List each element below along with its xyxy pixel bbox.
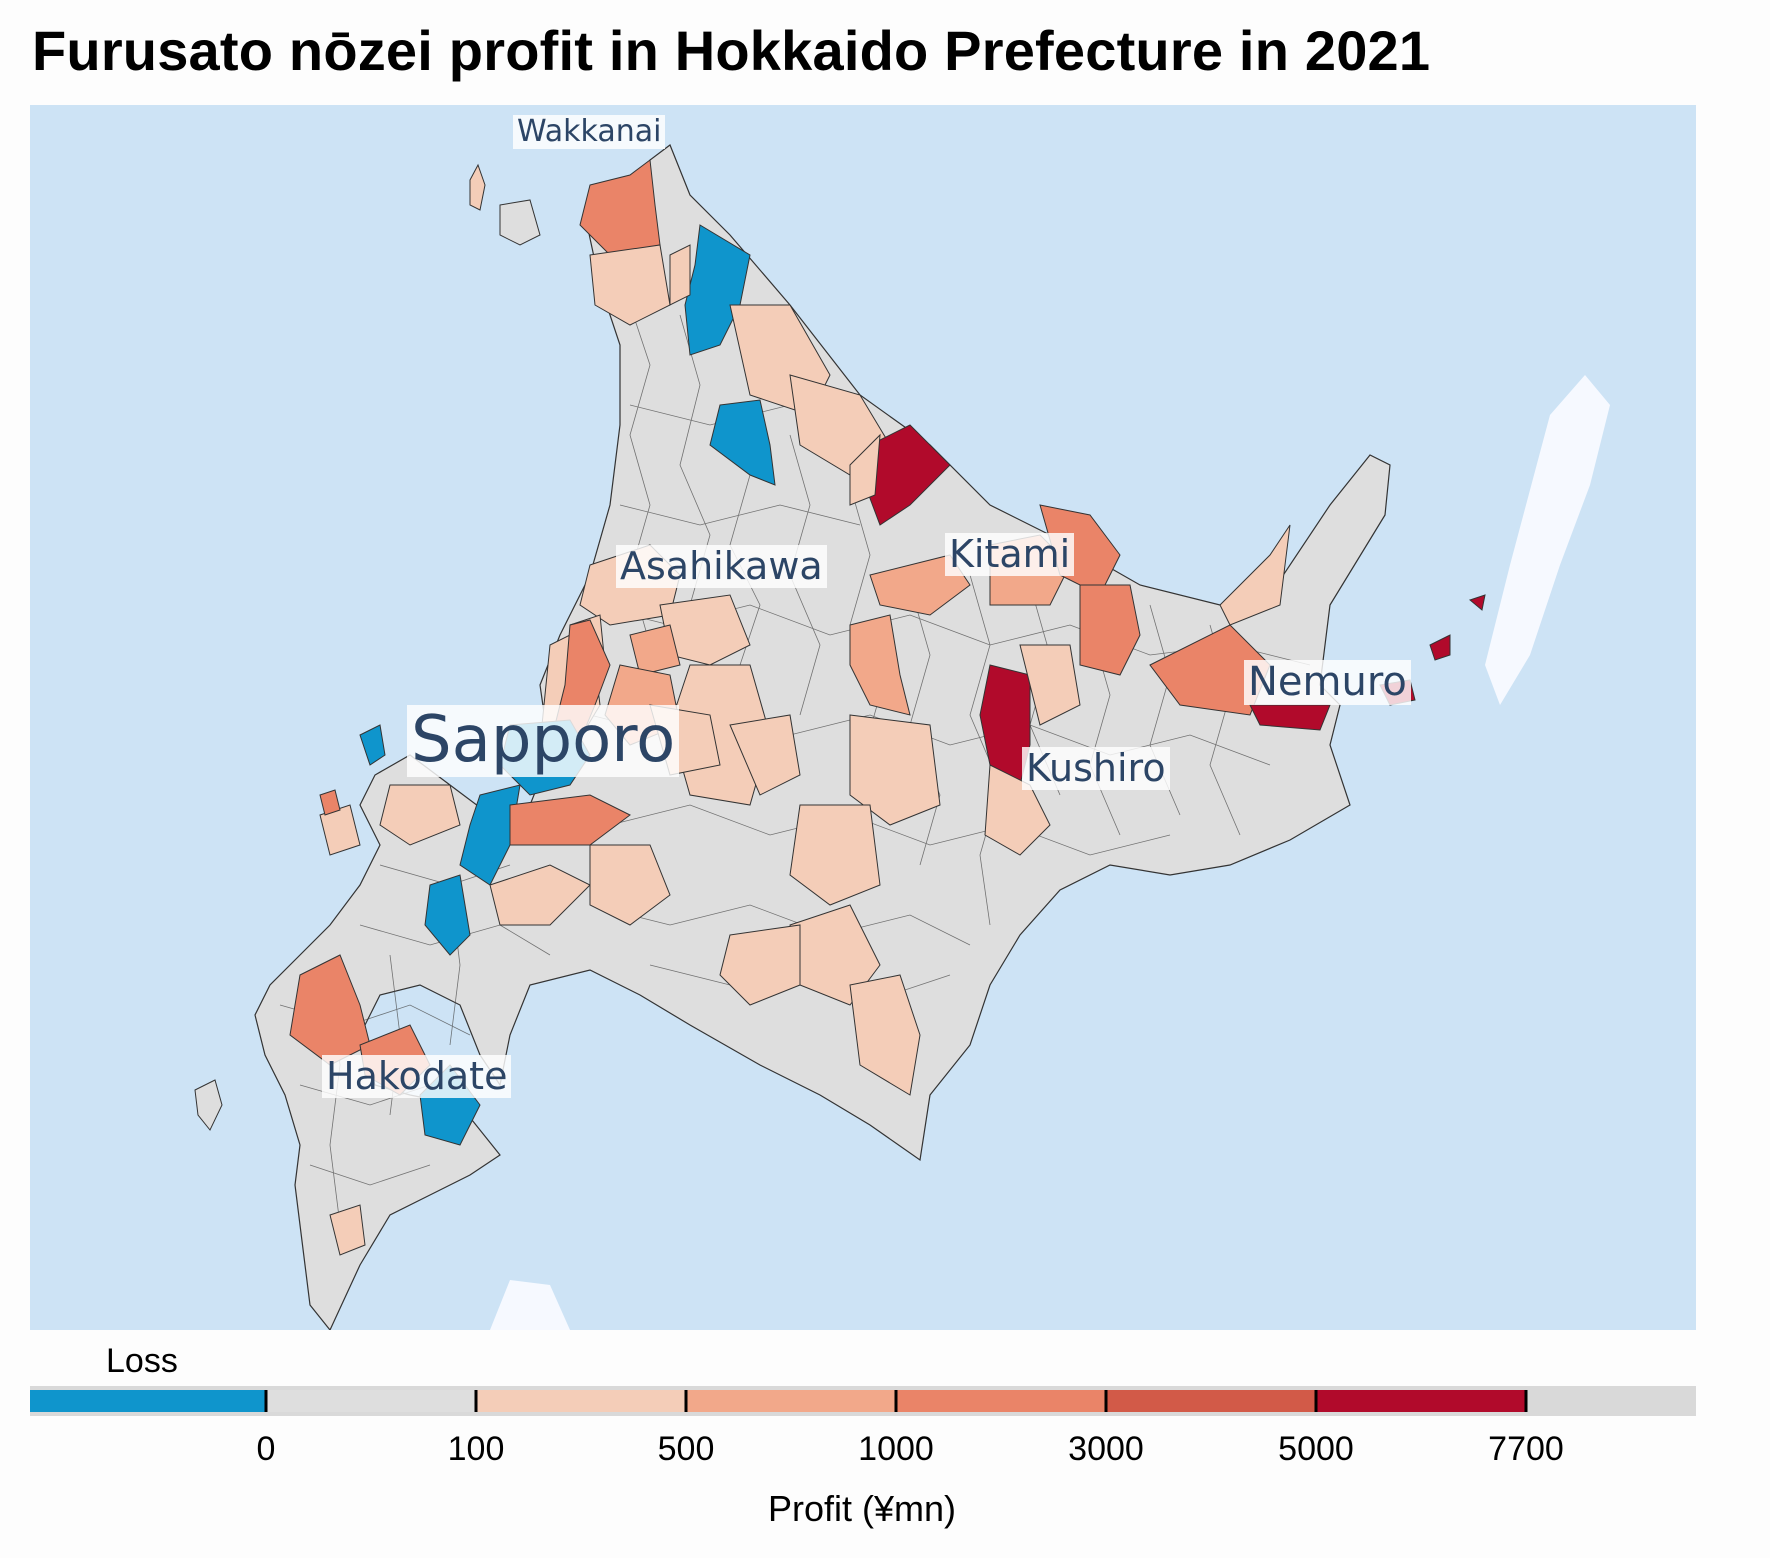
muni-nemuro xyxy=(1249,704,1331,731)
legend-bin-1000-3000 xyxy=(896,1390,1106,1412)
muni-shari xyxy=(1219,524,1291,626)
muni-east-1 xyxy=(1079,584,1141,676)
legend-bin-500-1000 xyxy=(686,1390,896,1412)
muni-asahikawa-3 xyxy=(629,624,681,676)
legend-tick-100: 100 xyxy=(447,1430,505,1468)
legend-bin-5000-7700 xyxy=(1316,1390,1526,1412)
legend-tick-500: 500 xyxy=(657,1430,715,1468)
legend-bin-loss xyxy=(30,1390,266,1412)
rishiri-island xyxy=(499,199,541,246)
map-area: Wakkanai Asahikawa Kitami Sapporo Nemuro… xyxy=(30,105,1696,1330)
muni-teshikaga xyxy=(1019,644,1081,726)
hokkaido-map xyxy=(194,144,1610,1330)
legend-ticks xyxy=(264,1390,1528,1412)
legend-axis-label: Profit (¥mn) xyxy=(767,1488,957,1529)
legend-tick-1000: 1000 xyxy=(858,1430,934,1468)
muni-hidaka xyxy=(589,844,671,926)
city-label-nemuro: Nemuro xyxy=(1244,660,1411,705)
muni-loss-north xyxy=(684,224,751,356)
city-label-wakkanai: Wakkanai xyxy=(513,115,666,149)
legend-tick-7700: 7700 xyxy=(1488,1430,1564,1468)
legend-loss-label: Loss xyxy=(106,1342,178,1380)
legend-bin-0-100 xyxy=(266,1390,476,1412)
city-label-asahikawa: Asahikawa xyxy=(616,545,827,588)
muni-small-red xyxy=(319,789,341,816)
muni-otaru-loss xyxy=(359,724,386,766)
map-title: Furusato nōzei profit in Hokkaido Prefec… xyxy=(32,19,1431,82)
city-label-kushiro: Kushiro xyxy=(1022,747,1170,790)
legend-tick-3000: 3000 xyxy=(1068,1430,1144,1468)
legend-tick-0: 0 xyxy=(256,1430,276,1468)
muni-matsumae xyxy=(329,1204,366,1256)
muni-tokachi-5 xyxy=(719,924,801,1006)
legend-tick-5000: 5000 xyxy=(1278,1430,1354,1468)
muni-wakkanai-area xyxy=(579,159,661,256)
muni-north-small xyxy=(669,244,691,306)
legend-colorbar-svg xyxy=(30,1390,1528,1412)
muni-tokachi-4 xyxy=(849,974,921,1096)
muni-yubari xyxy=(509,794,631,846)
legend-bin-3000-5000 xyxy=(1106,1390,1316,1412)
city-label-hakodate: Hakodate xyxy=(322,1055,512,1098)
muni-coast-3 xyxy=(849,433,881,506)
rebun-island xyxy=(469,163,486,211)
muni-kamikawa-2 xyxy=(729,714,801,796)
city-label-kitami: Kitami xyxy=(945,533,1075,576)
honshu-fragment xyxy=(490,1280,570,1330)
kunashiri-island xyxy=(1485,375,1610,705)
muni-tomakomai xyxy=(489,864,591,926)
city-label-sapporo: Sapporo xyxy=(407,704,680,777)
legend-bin-100-500 xyxy=(476,1390,686,1412)
muni-muroran-loss xyxy=(424,874,471,956)
muni-iburi xyxy=(379,784,461,846)
muni-tokachi-2 xyxy=(789,804,881,906)
okushiri-island xyxy=(194,1079,223,1131)
muni-loss-mid xyxy=(709,399,776,486)
muni-north-1 xyxy=(589,244,671,326)
muni-central-1 xyxy=(849,614,911,716)
muni-tokachi-1 xyxy=(849,714,941,826)
legend-colorbar xyxy=(30,1386,1696,1416)
